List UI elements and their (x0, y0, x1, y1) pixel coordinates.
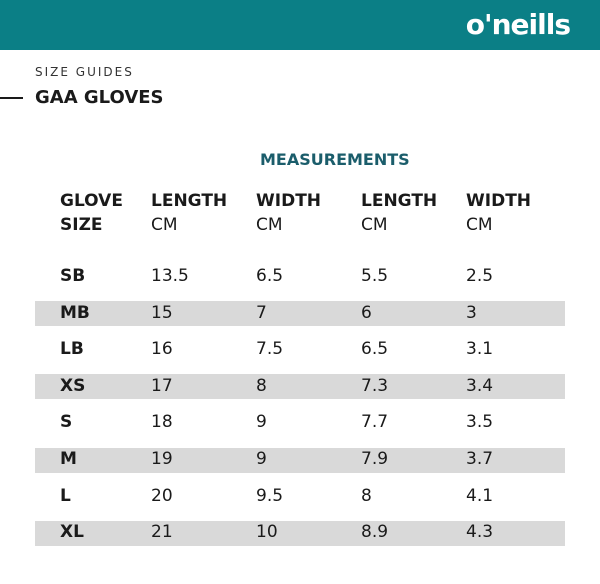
column-unit: SIZE (60, 215, 103, 235)
cell-value: 6.5 (256, 266, 284, 286)
cell-value: 10 (256, 522, 278, 543)
column-unit: CM (466, 215, 493, 235)
cell-value: 3.7 (466, 449, 494, 469)
column-unit: CM (151, 215, 178, 235)
cell-value: 8.9 (361, 522, 389, 543)
cell-value: 15 (151, 302, 173, 323)
cell-value: 3.5 (466, 412, 494, 433)
row-shade (35, 520, 565, 546)
cell-value: 8 (361, 485, 372, 506)
column-unit: CM (256, 215, 283, 235)
cell-value: 7.3 (361, 375, 389, 396)
size-label: L (60, 485, 71, 506)
size-label: S (60, 412, 73, 433)
cell-value: 9 (256, 412, 267, 433)
cell-value: 16 (151, 339, 173, 360)
cell-value: 4.3 (466, 522, 494, 543)
column-header: WIDTH (256, 191, 322, 211)
breadcrumb: SIZE GUIDES (35, 65, 134, 79)
cell-value: 6.5 (361, 339, 389, 360)
column-header: LENGTH (151, 191, 228, 211)
column-header: GLOVE (60, 191, 123, 211)
size-label: SB (60, 266, 86, 286)
cell-value: 7.7 (361, 412, 389, 433)
cell-value: 3.4 (466, 375, 494, 396)
cell-value: 13.5 (151, 266, 189, 286)
size-label: M (60, 449, 77, 469)
cell-value: 17 (151, 375, 173, 396)
group-heading: MEASUREMENTS (260, 150, 410, 169)
column-unit: CM (361, 215, 388, 235)
title-rule (0, 97, 23, 99)
cell-value: 2.5 (466, 266, 494, 286)
cell-value: 20 (151, 485, 173, 506)
size-label: MB (60, 302, 90, 323)
cell-value: 9 (256, 449, 267, 469)
cell-value: 6 (361, 302, 372, 323)
cell-value: 8 (256, 375, 267, 396)
cell-value: 7 (256, 302, 267, 323)
size-label: LB (60, 339, 84, 360)
cell-value: 7.9 (361, 449, 389, 469)
size-label: XS (60, 375, 86, 396)
size-label: XL (60, 522, 84, 543)
cell-value: 19 (151, 449, 173, 469)
logo[interactable]: o'neills (465, 8, 571, 41)
cell-value: 7.5 (256, 339, 284, 360)
row-shade (35, 374, 565, 400)
cell-value: 4.1 (466, 485, 494, 506)
cell-value: 21 (151, 522, 173, 543)
row-shade (35, 301, 565, 327)
page-title: GAA GLOVES (35, 87, 164, 108)
cell-value: 18 (151, 412, 173, 433)
cell-value: 9.5 (256, 485, 284, 506)
cell-value: 3 (466, 302, 477, 323)
cell-value: 3.1 (466, 339, 494, 360)
cell-value: 5.5 (361, 266, 389, 286)
column-header: LENGTH (361, 191, 438, 211)
row-shade (35, 447, 565, 473)
top-bar (0, 0, 600, 50)
column-header: WIDTH (466, 191, 532, 211)
